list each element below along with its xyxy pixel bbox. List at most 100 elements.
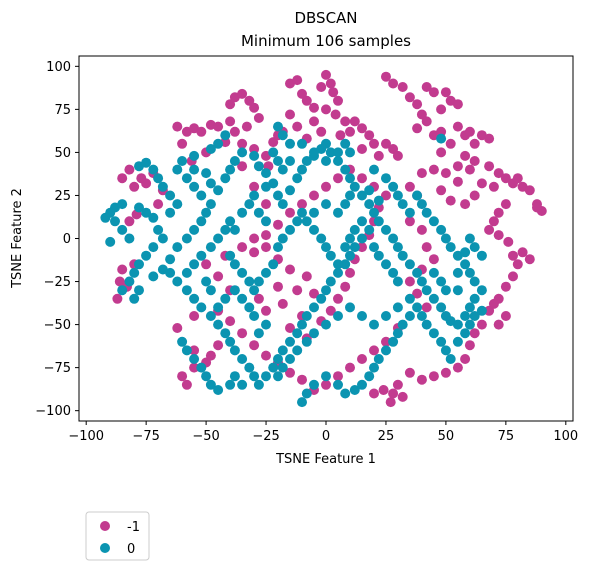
scatter-point xyxy=(172,242,183,253)
scatter-point xyxy=(273,121,283,132)
scatter-point xyxy=(124,164,135,175)
x-tick-label: −25 xyxy=(252,429,279,444)
scatter-point xyxy=(404,259,415,270)
scatter-point xyxy=(277,233,288,244)
scatter-point xyxy=(460,150,471,161)
scatter-point xyxy=(225,316,236,327)
scatter-point xyxy=(292,328,303,339)
scatter-point xyxy=(213,302,224,313)
scatter-point xyxy=(440,367,451,378)
scatter-point xyxy=(464,302,475,313)
scatter-point xyxy=(321,69,331,80)
scatter-point xyxy=(381,345,391,356)
scatter-point xyxy=(237,242,248,253)
scatter-point xyxy=(225,336,236,347)
x-tick-label: 0 xyxy=(322,429,330,444)
scatter-point xyxy=(177,138,188,149)
scatter-point xyxy=(196,362,207,373)
scatter-point xyxy=(388,78,399,89)
scatter-point xyxy=(244,276,255,287)
scatter-point xyxy=(237,328,248,339)
scatter-point xyxy=(404,92,415,103)
scatter-point xyxy=(213,185,224,196)
scatter-point xyxy=(205,379,216,390)
scatter-point xyxy=(261,242,271,253)
scatter-point xyxy=(225,116,236,127)
scatter-point xyxy=(292,285,303,296)
scatter-point xyxy=(381,259,391,270)
scatter-point xyxy=(436,276,447,287)
scatter-point xyxy=(440,345,451,356)
chart-subtitle: Minimum 106 samples xyxy=(241,32,411,50)
scatter-point xyxy=(392,302,403,313)
scatter-point xyxy=(261,371,271,382)
scatter-point xyxy=(412,302,423,313)
scatter-point xyxy=(404,311,415,321)
scatter-point xyxy=(261,267,271,278)
scatter-point xyxy=(273,219,283,230)
scatter-point xyxy=(249,181,260,192)
scatter-point xyxy=(404,181,415,192)
y-tick-label: 25 xyxy=(54,189,71,204)
scatter-point xyxy=(333,259,343,270)
scatter-point xyxy=(357,216,367,227)
scatter-point xyxy=(229,345,240,356)
scatter-point xyxy=(285,264,295,275)
scatter-point xyxy=(177,371,188,382)
scatter-point xyxy=(428,254,439,265)
scatter-point xyxy=(440,233,451,244)
scatter-point xyxy=(388,267,399,278)
scatter-point xyxy=(412,99,423,110)
scatter-point xyxy=(345,362,355,373)
scatter-point xyxy=(335,130,346,141)
scatter-point xyxy=(213,319,224,330)
y-tick-label: 75 xyxy=(54,103,71,118)
scatter-point xyxy=(488,216,499,227)
scatter-point xyxy=(452,121,463,132)
scatter-point xyxy=(316,233,327,244)
scatter-point xyxy=(285,323,295,333)
scatter-point xyxy=(277,345,288,356)
scatter-point xyxy=(421,285,432,296)
scatter-point xyxy=(117,285,128,296)
scatter-point xyxy=(205,242,216,253)
scatter-point xyxy=(445,138,456,149)
scatter-point xyxy=(445,354,456,364)
x-tick-label: 50 xyxy=(438,429,455,444)
scatter-point xyxy=(369,242,379,253)
scatter-point xyxy=(349,116,360,127)
scatter-point xyxy=(493,319,504,330)
scatter-point xyxy=(445,195,456,206)
scatter-point xyxy=(325,78,336,89)
scatter-point xyxy=(124,276,135,287)
scatter-point xyxy=(249,190,260,201)
scatter-point xyxy=(452,176,463,187)
legend-label-outlier: -1 xyxy=(127,520,140,535)
scatter-point xyxy=(333,267,343,278)
scatter-point xyxy=(392,242,403,253)
scatter-point xyxy=(165,207,176,218)
scatter-point xyxy=(297,397,307,408)
scatter-point xyxy=(213,271,224,282)
scatter-point xyxy=(357,190,367,201)
scatter-point xyxy=(524,185,535,196)
scatter-point xyxy=(165,267,176,278)
scatter-point xyxy=(134,259,144,270)
scatter-point xyxy=(309,207,319,218)
scatter-point xyxy=(321,379,331,390)
scatter-point xyxy=(349,224,360,235)
scatter-point xyxy=(124,233,135,244)
scatter-point xyxy=(220,328,231,339)
scatter-point xyxy=(464,126,475,137)
scatter-point xyxy=(325,147,336,158)
scatter-point xyxy=(357,311,367,321)
scatter-point xyxy=(237,88,248,99)
scatter-point xyxy=(364,185,375,196)
scatter-point xyxy=(460,311,471,321)
scatter-point xyxy=(381,173,391,184)
scatter-point xyxy=(349,242,360,253)
scatter-point xyxy=(244,302,255,313)
scatter-point xyxy=(148,271,159,282)
scatter-point xyxy=(181,379,192,390)
scatter-point xyxy=(369,138,379,149)
